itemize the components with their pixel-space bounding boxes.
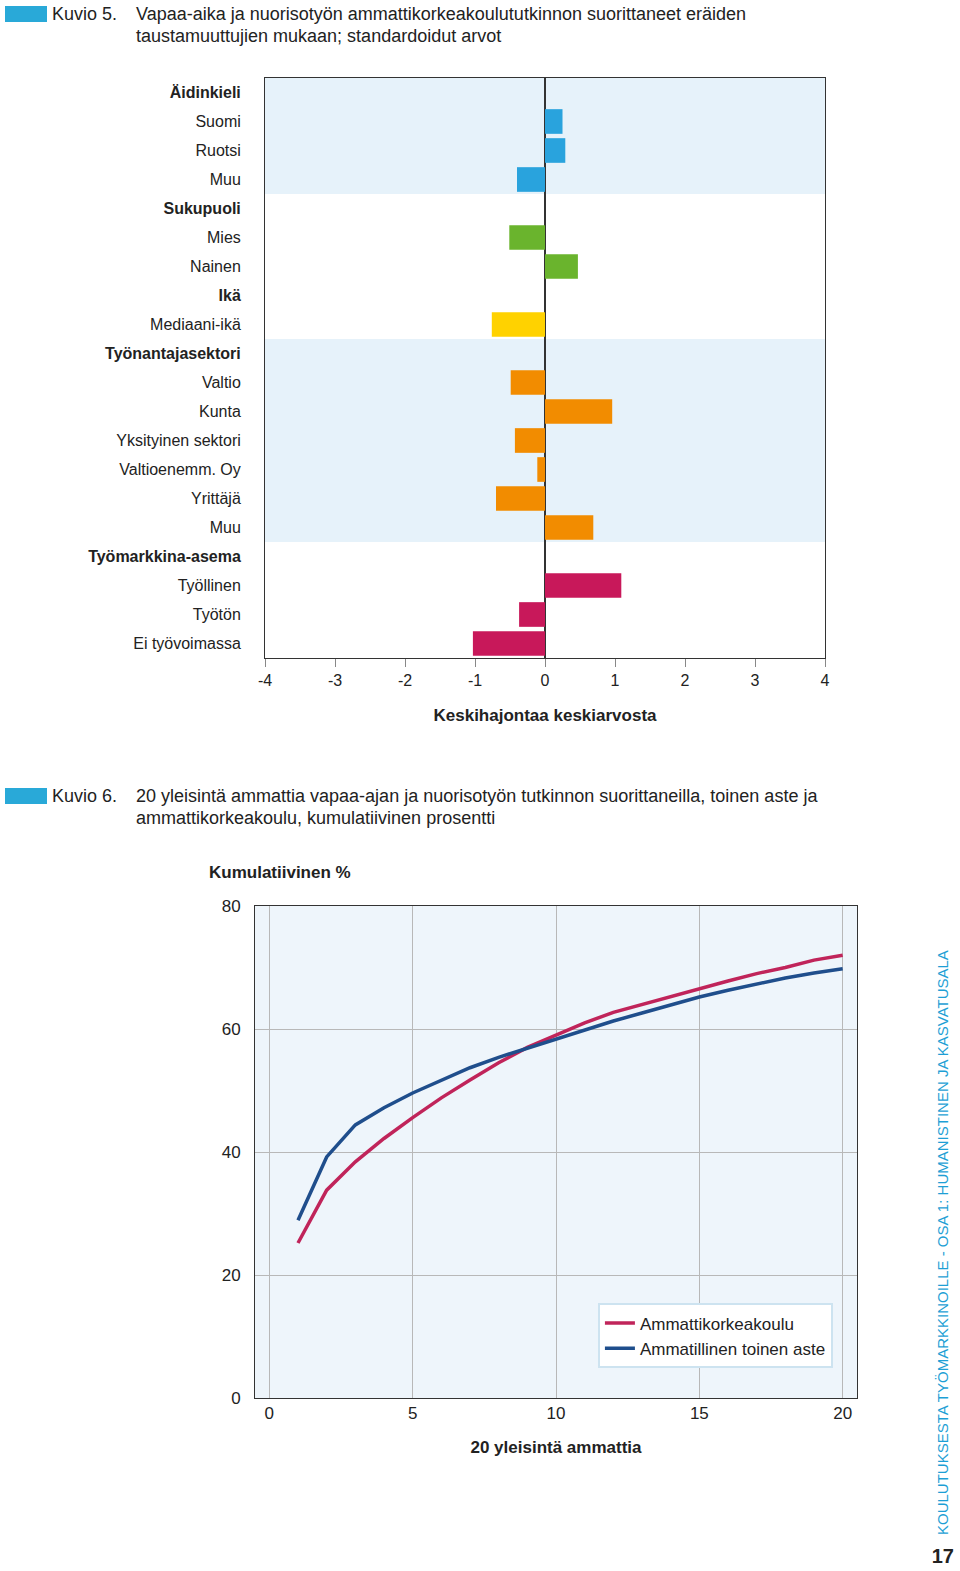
- svg-text:Yrittäjä: Yrittäjä: [191, 490, 241, 507]
- html-text:Kuvio 5.: Kuvio 5.: [52, 4, 117, 24]
- svg-text:Työmarkkina-asema: Työmarkkina-asema: [88, 548, 241, 565]
- svg-text:Keskihajontaa keskiarvosta: Keskihajontaa keskiarvosta: [433, 706, 657, 725]
- svg-text:Ikä: Ikä: [219, 287, 241, 304]
- svg-text:1: 1: [611, 672, 620, 689]
- svg-text:2: 2: [681, 672, 690, 689]
- svg-text:20: 20: [222, 1266, 241, 1285]
- svg-text:-4: -4: [258, 672, 272, 689]
- svg-text:Kunta: Kunta: [199, 403, 241, 420]
- html-text:17: 17: [931, 1545, 954, 1567]
- svg-text:Mies: Mies: [207, 229, 241, 246]
- svg-text:Yksityinen sektori: Yksityinen sektori: [116, 432, 241, 449]
- svg-text:Ei työvoimassa: Ei työvoimassa: [133, 635, 241, 652]
- html-text:Vapaa-aika ja nuorisotyön amma: Vapaa-aika ja nuorisotyön ammattikorkeak…: [136, 4, 746, 46]
- svg-text:Nainen: Nainen: [190, 258, 241, 275]
- svg-text:Muu: Muu: [210, 519, 241, 536]
- svg-text:5: 5: [408, 1404, 417, 1423]
- svg-text:Muu: Muu: [210, 171, 241, 188]
- html-text:20 yleisintä ammattia vapaa-aj: 20 yleisintä ammattia vapaa-ajan ja nuor…: [136, 786, 818, 828]
- svg-text:Työtön: Työtön: [193, 606, 241, 623]
- svg-text:0: 0: [265, 1404, 274, 1423]
- html-text:KOULUTUKSESTA TYÖMARKKINOILLE: KOULUTUKSESTA TYÖMARKKINOILLE - OSA 1: H…: [934, 950, 951, 1535]
- svg-text:Työnantajasektori: Työnantajasektori: [105, 345, 241, 362]
- svg-text:-1: -1: [468, 672, 482, 689]
- svg-text:Sukupuoli: Sukupuoli: [163, 200, 240, 217]
- svg-text:3: 3: [751, 672, 760, 689]
- svg-text:0: 0: [541, 672, 550, 689]
- svg-text:Ammattikorkeakoulu: Ammattikorkeakoulu: [640, 1315, 794, 1334]
- svg-text:Äidinkieli: Äidinkieli: [170, 84, 241, 101]
- svg-text:40: 40: [222, 1143, 241, 1162]
- svg-text:Valtioenemm. Oy: Valtioenemm. Oy: [119, 461, 241, 478]
- svg-text:4: 4: [821, 672, 830, 689]
- svg-text:Mediaani-ikä: Mediaani-ikä: [150, 316, 241, 333]
- svg-text:10: 10: [547, 1404, 566, 1423]
- svg-text:0: 0: [231, 1389, 240, 1408]
- svg-text:-2: -2: [398, 672, 412, 689]
- svg-text:-3: -3: [328, 672, 342, 689]
- svg-text:Ammatillinen toinen aste: Ammatillinen toinen aste: [640, 1340, 825, 1359]
- html-text:Kuvio 6.: Kuvio 6.: [52, 786, 117, 806]
- svg-text:15: 15: [690, 1404, 709, 1423]
- svg-text:Suomi: Suomi: [195, 113, 240, 130]
- svg-text:Kumulatiivinen %: Kumulatiivinen %: [209, 863, 351, 882]
- svg-text:20: 20: [833, 1404, 852, 1423]
- svg-text:Valtio: Valtio: [202, 374, 241, 391]
- svg-text:80: 80: [222, 897, 241, 916]
- svg-text:60: 60: [222, 1020, 241, 1039]
- svg-text:Ruotsi: Ruotsi: [195, 142, 240, 159]
- svg-text:Työllinen: Työllinen: [178, 577, 241, 594]
- svg-text:20 yleisintä ammattia: 20 yleisintä ammattia: [470, 1438, 642, 1457]
